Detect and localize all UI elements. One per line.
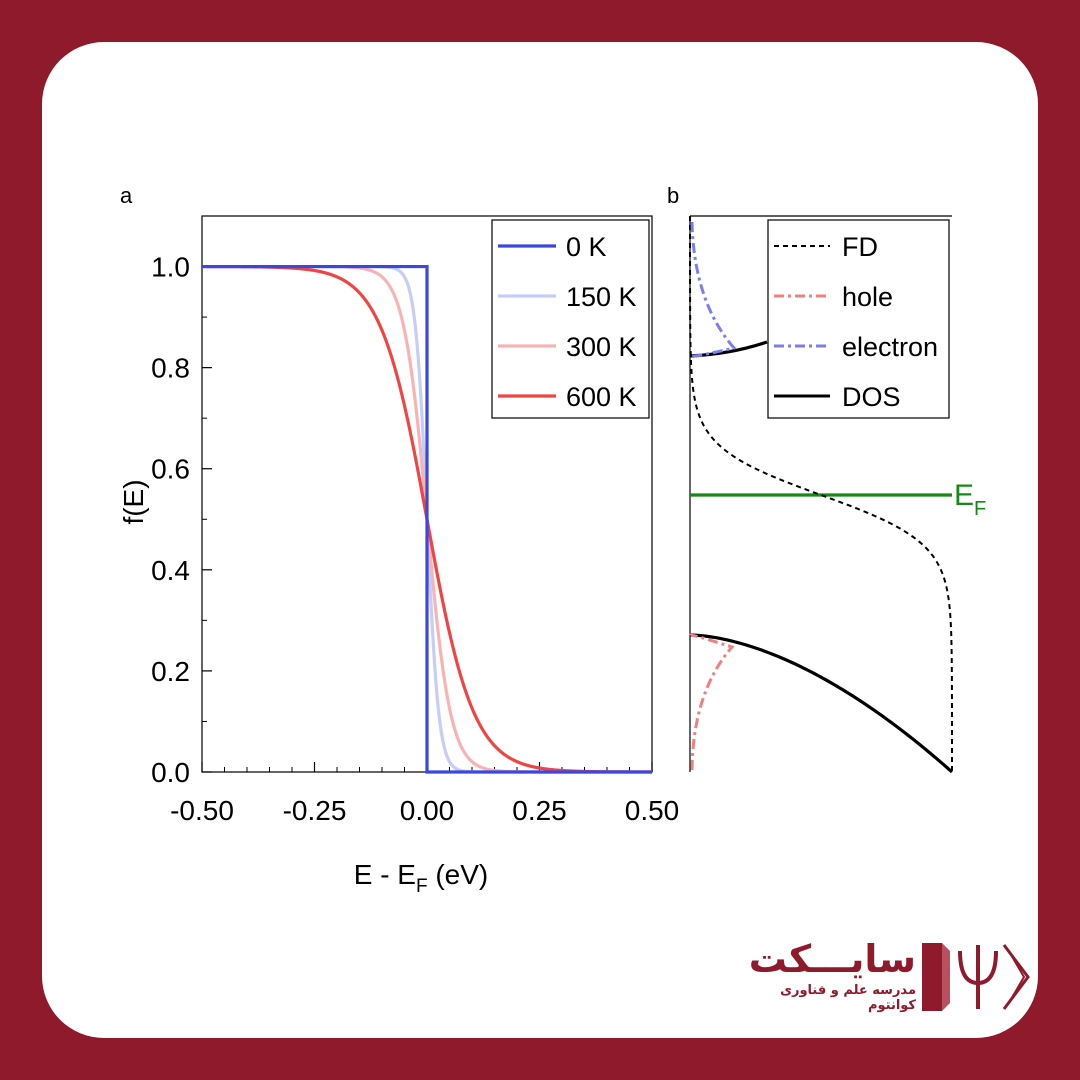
panel-label-b: b (667, 183, 679, 208)
psi-book-logo-icon (922, 943, 1030, 1011)
legend-a-label: 600 K (566, 382, 637, 412)
legend-b-label: FD (842, 232, 878, 262)
legend-b (767, 219, 950, 419)
y-tick-label: 0.2 (151, 656, 190, 687)
x-tick-label: 0.50 (625, 795, 680, 826)
y-tick-label: 0.0 (151, 757, 190, 788)
legend-a-box (491, 219, 650, 419)
fermi-level-annotation: EF (954, 479, 986, 520)
y-axis-label: f(E) (118, 479, 149, 524)
legend-a (491, 219, 650, 419)
fd-curve (689, 216, 953, 772)
x-axis-label-unit: (eV) (428, 859, 489, 890)
y-tick-label: 1.0 (151, 252, 190, 283)
x-axis-label: E - EF (eV) (354, 859, 489, 897)
x-tick-label: 0.25 (512, 795, 567, 826)
x-axis-label-main: E - E (354, 859, 416, 890)
legend-a-label: 300 K (566, 332, 637, 362)
content-card: a -0.50 -0.25 0.00 0.25 0.50 0.0 0.2 0.4 0.6 0.8 1.… (42, 42, 1038, 1038)
x-tick-label: 0.00 (400, 795, 455, 826)
legend-b-label: hole (842, 282, 893, 312)
x-tick-label: -0.50 (170, 795, 234, 826)
legend-a-label: 0 K (566, 232, 607, 262)
legend-a-label: 150 K (566, 282, 637, 312)
dos-valence-curve (689, 633, 954, 774)
electron-curve (688, 221, 737, 358)
x-tick-label: -0.25 (283, 795, 347, 826)
legend-b-label: electron (842, 332, 938, 362)
x-axis-label-sub: F (416, 876, 428, 897)
y-tick-label: 0.4 (151, 555, 190, 586)
fermi-dirac-figure: a -0.50 -0.25 0.00 0.25 0.50 0.0 0.2 0.4 0.6 0.8 1.… (118, 183, 986, 897)
y-tick-label: 0.6 (151, 454, 190, 485)
legend-b-box (767, 219, 950, 419)
panel-label-a: a (120, 183, 133, 208)
brand-subtitle: مدرسه علم و فناوری کوانتوم (780, 983, 916, 1013)
brand-logo: سایـــکت مدرسه علم و فناوری کوانتوم (744, 937, 1034, 1017)
fermi-level-annotation-sub: F (974, 498, 986, 520)
fermi-level-annotation-main: E (954, 479, 974, 512)
panel-b-plot (688, 215, 954, 774)
legend-b-label: DOS (842, 382, 901, 412)
y-tick-label: 0.8 (151, 353, 190, 384)
panel-a-plot (201, 215, 653, 774)
hole-curve (688, 633, 735, 771)
brand-title: سایـــکت (748, 937, 916, 981)
curve-0-k (202, 264, 652, 774)
